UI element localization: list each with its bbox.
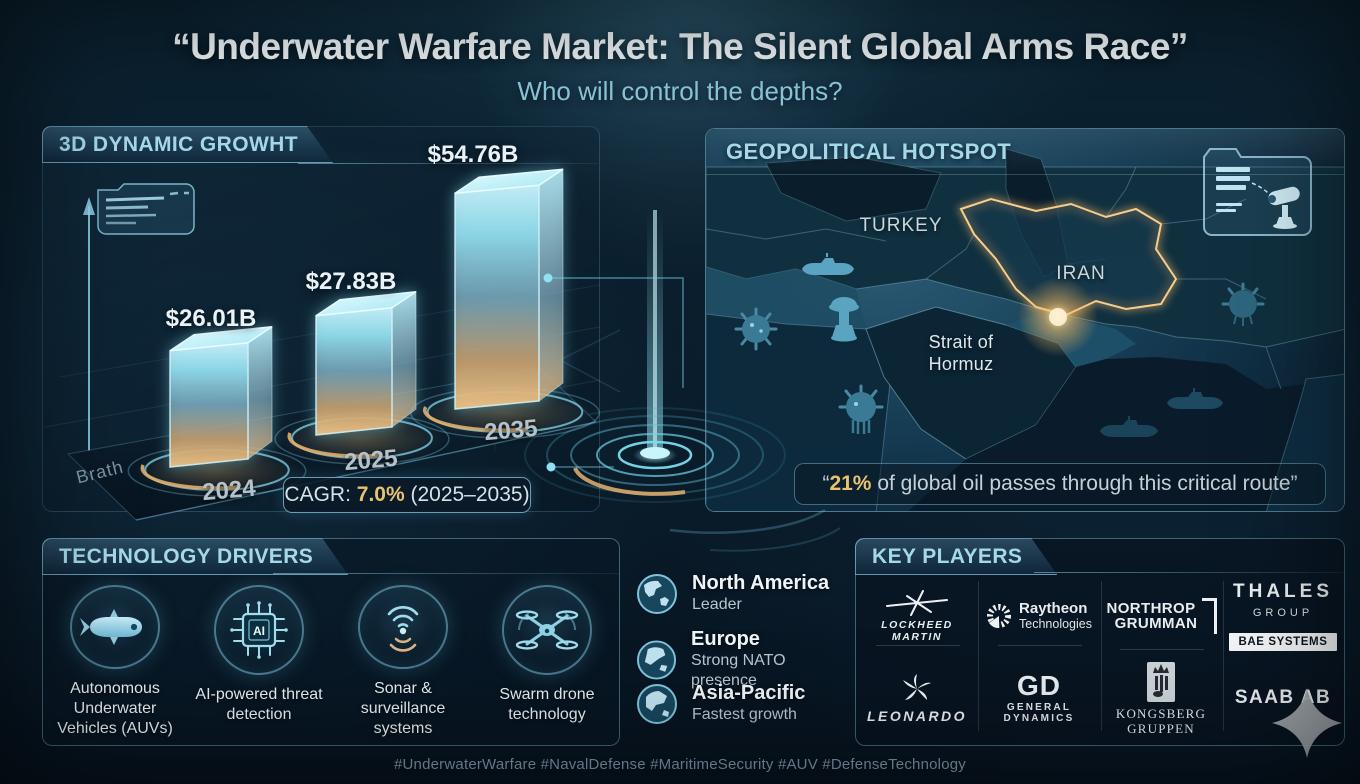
northrop-bracket-icon (1202, 598, 1218, 634)
logo-leonardo: LEONARDO (856, 657, 978, 739)
cagr-prefix: CAGR: (284, 483, 357, 506)
page-subtitle: Who will control the depths? (517, 76, 843, 106)
tech-item-auv: Autonomous Underwater Vehicles (AUVs) (43, 581, 187, 739)
sonar-beam (647, 210, 663, 455)
key-players-grid: LOCKHEED MARTIN Raytheon Technologies NO… (856, 575, 1344, 739)
sonar-beacon-icon (829, 297, 859, 342)
naval-mine-icon (734, 307, 778, 351)
region-detail: Strong NATO presence (691, 652, 786, 689)
kp-divider (978, 581, 979, 731)
strait-of-hormuz-label: Strait of Hormuz (928, 332, 994, 374)
y-axis-arrow (83, 197, 95, 452)
logo-general-dynamics: GD GENERAL DYNAMICS (1003, 669, 1075, 724)
black-sea (765, 156, 942, 222)
logo-kongsberg: KONGSBERG GRUPPEN (1100, 657, 1222, 739)
kp-divider (1223, 581, 1224, 731)
globe-europe-icon (636, 639, 677, 680)
region-name: Europe (691, 628, 760, 650)
growth-bar-2035 (454, 168, 564, 410)
region-europe: Europe Strong NATO presence (636, 628, 852, 691)
auv-submarine-icon (80, 609, 142, 645)
ai-chip-icon: AI (230, 601, 288, 659)
tech-label-ai: AI-powered threat detection (195, 686, 323, 723)
region-detail: Leader (692, 596, 742, 613)
key-players-header: KEY PLAYERS (855, 538, 1057, 575)
tech-label-drone: Swarm drone technology (499, 686, 595, 723)
bar-value-label: $26.01B (165, 304, 257, 332)
mediterranean-sea (706, 267, 866, 329)
cagr-value: 7.0% (356, 483, 405, 506)
sonar-outer-arcs (669, 508, 841, 552)
middle-east-map (706, 129, 1344, 511)
region-detail: Fastest growth (692, 706, 797, 723)
geopolitical-panel: GEOPOLITICAL HOTSPOT TURKEY IRAN Strait … (705, 128, 1345, 512)
chart-panel-header: 3D DYNAMIC GROWHT (42, 126, 333, 163)
leonardo-propeller-icon (903, 673, 931, 700)
sparkle-watermark-icon (1272, 688, 1342, 758)
data-card-icon (97, 183, 195, 235)
submarine-icon-dark-1 (1167, 388, 1223, 409)
region-north-america: North America Leader (636, 572, 829, 615)
region-name: Asia-Pacific (692, 682, 806, 704)
india-coast-land (1266, 373, 1344, 511)
growth-bar-2024 (169, 325, 273, 468)
bar-value-label: $27.83B (305, 267, 397, 295)
lockheed-star-icon (886, 589, 948, 616)
tech-tab-line (273, 573, 619, 574)
tech-panel-header: TECHNOLOGY DRIVERS (42, 538, 348, 575)
growth-bar-chart (44, 168, 601, 521)
naval-mine-legs-icon (838, 384, 884, 434)
tech-item-sonar: Sonar & surveillance systems (331, 581, 475, 739)
naval-mine-icon-right (1221, 282, 1265, 326)
logo-raytheon: Raytheon Technologies (978, 575, 1100, 657)
kp-divider (1101, 581, 1102, 731)
hashtags-footer: #UnderwaterWarfare #NavalDefense #Mariti… (393, 756, 966, 773)
submarine-icon (802, 253, 854, 275)
tech-item-ai: AI AI-powered threat detection (187, 581, 331, 739)
sonar-core (640, 447, 670, 459)
cagr-range: (2025–2035) (404, 483, 530, 506)
tech-items-row: Autonomous Underwater Vehicles (AUVs) (43, 581, 619, 739)
surveillance-folder-icon (1203, 148, 1312, 236)
page-title: “Underwater Warfare Market: The Silent G… (172, 26, 1188, 67)
turkey-label: TURKEY (859, 215, 943, 236)
region-name: North America (692, 572, 830, 594)
camera-device (1268, 186, 1300, 229)
oil-percentage: 21% (829, 472, 872, 495)
logo-lockheed-martin: LOCKHEED MARTIN (856, 575, 978, 657)
key-players-panel: KEY PLAYERS LOCKHEED MARTIN (855, 538, 1345, 746)
kongsberg-crest-icon (1147, 661, 1175, 702)
map-panel-header: GEOPOLITICAL HOTSPOT (726, 139, 1012, 164)
oil-route-quote: “21% of global oil passes through this c… (794, 463, 1326, 505)
raytheon-sunburst-icon (987, 604, 1012, 629)
key-players-tab-line (1034, 572, 1344, 573)
logo-thales-bae: THALES GROUP BAE SYSTEMS (1222, 575, 1344, 657)
svg-text:AI: AI (253, 624, 265, 638)
iran-territory (959, 197, 1178, 317)
growth-bar-2025 (315, 290, 417, 436)
tech-item-drone: Swarm drone technology (475, 581, 619, 739)
region-asia-pacific: Asia-Pacific Fastest growth (636, 682, 805, 725)
bar-value-label: $54.76B (427, 141, 519, 169)
sonar-waves-icon (387, 606, 419, 652)
globe-americas-icon (637, 573, 677, 614)
regional-leaders-list: North America Leader Europe Strong NATO … (636, 564, 852, 740)
cagr-badge: CAGR: 7.0% (2025–2035) (283, 477, 531, 513)
logo-northrop-grumman: NORTHROP GRUMMAN (1100, 575, 1222, 657)
submarine-icon-dark-2 (1100, 416, 1158, 437)
tech-label-auv: Autonomous Underwater Vehicles (AUVs) (57, 680, 173, 737)
logo-bae-systems: BAE SYSTEMS (1229, 633, 1337, 651)
technology-drivers-panel: TECHNOLOGY DRIVERS Autonomous Underw (42, 538, 620, 746)
chart-tab-line (298, 163, 598, 164)
tech-label-sonar: Sonar & surveillance systems (360, 680, 446, 737)
map-glass-band (706, 129, 1344, 175)
globe-asia-icon (637, 683, 677, 724)
swarm-drone-icon (515, 610, 579, 650)
iran-label: IRAN (1056, 263, 1106, 284)
